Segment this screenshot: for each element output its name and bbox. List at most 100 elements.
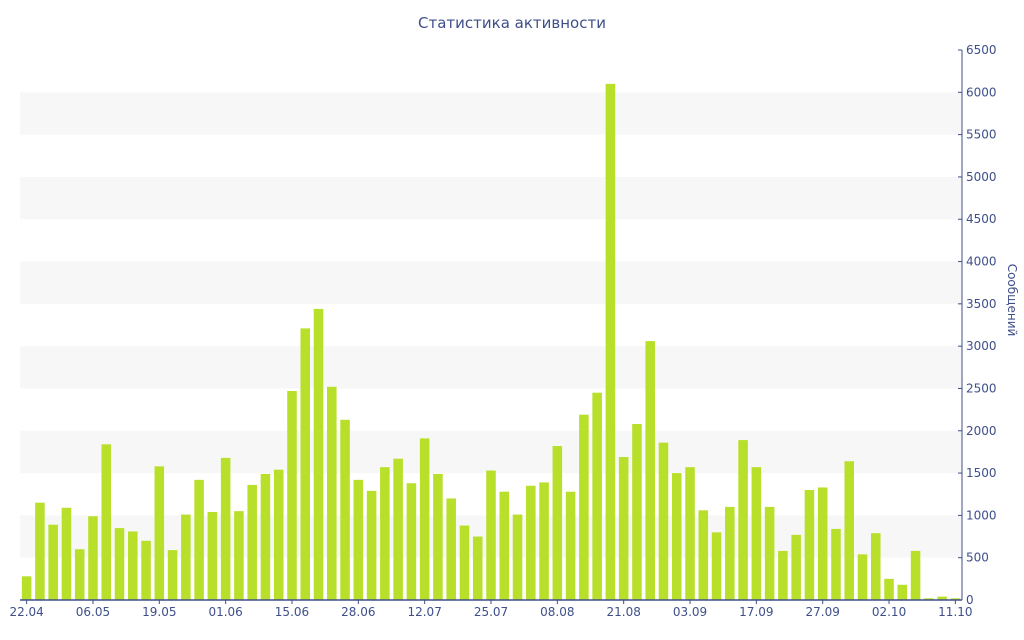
- bar[interactable]: [645, 341, 655, 600]
- y-tick-label: 3500: [966, 297, 997, 311]
- bar[interactable]: [897, 584, 908, 600]
- x-tick-label: 28.06: [341, 605, 375, 619]
- bar[interactable]: [313, 308, 324, 600]
- bar[interactable]: [605, 83, 616, 601]
- grid-bands: [20, 92, 962, 558]
- bar[interactable]: [738, 440, 748, 600]
- bar[interactable]: [459, 525, 470, 600]
- bar[interactable]: [526, 485, 536, 600]
- bar[interactable]: [685, 467, 695, 600]
- bar[interactable]: [552, 446, 563, 600]
- bar[interactable]: [764, 506, 775, 600]
- bar[interactable]: [419, 438, 430, 600]
- bar[interactable]: [711, 532, 722, 600]
- bar[interactable]: [406, 483, 417, 600]
- x-tick-label: 27.09: [806, 605, 840, 619]
- bar[interactable]: [844, 461, 854, 600]
- bar[interactable]: [35, 502, 45, 600]
- bar[interactable]: [632, 424, 642, 600]
- bar[interactable]: [61, 507, 72, 600]
- bar[interactable]: [817, 487, 828, 600]
- bar[interactable]: [353, 479, 364, 600]
- x-tick-label: 08.08: [540, 605, 574, 619]
- y-ticks: 0 500 1000 1500 2000 2500 3000 3500 4000 4500 5000…: [958, 43, 997, 607]
- bar[interactable]: [539, 482, 549, 600]
- bar[interactable]: [579, 414, 589, 600]
- bar[interactable]: [486, 470, 496, 600]
- x-tick-label: 15.06: [275, 605, 309, 619]
- y-tick-label: 6000: [966, 85, 997, 99]
- y-tick-label: 3000: [966, 339, 997, 353]
- bar[interactable]: [565, 491, 576, 600]
- bar[interactable]: [74, 549, 85, 600]
- bar[interactable]: [393, 458, 403, 600]
- x-tick-label: 12.07: [407, 605, 441, 619]
- bar[interactable]: [751, 467, 762, 600]
- bar[interactable]: [804, 490, 815, 600]
- grid-band: [20, 92, 962, 135]
- bar[interactable]: [472, 536, 483, 600]
- bar[interactable]: [592, 392, 602, 600]
- x-tick-label: 17.09: [739, 605, 773, 619]
- bar[interactable]: [220, 457, 231, 600]
- bar[interactable]: [247, 484, 257, 600]
- bar[interactable]: [207, 512, 218, 600]
- x-tick-label: 25.07: [474, 605, 508, 619]
- bar[interactable]: [937, 596, 947, 600]
- bar[interactable]: [141, 540, 151, 600]
- bar[interactable]: [924, 598, 934, 600]
- bar[interactable]: [300, 328, 311, 600]
- y-tick-label: 5000: [966, 170, 997, 184]
- y-tick-label: 4500: [966, 212, 997, 226]
- bar[interactable]: [950, 598, 961, 600]
- bar[interactable]: [21, 576, 32, 600]
- bar[interactable]: [446, 498, 456, 600]
- bar[interactable]: [857, 554, 868, 600]
- bar[interactable]: [287, 391, 297, 600]
- y-tick-label: 1500: [966, 466, 997, 480]
- x-tick-label: 01.06: [208, 605, 242, 619]
- bar[interactable]: [380, 467, 390, 600]
- bar[interactable]: [48, 524, 58, 600]
- x-tick-label: 19.05: [142, 605, 176, 619]
- bar[interactable]: [870, 533, 881, 600]
- bar[interactable]: [791, 534, 801, 600]
- bar[interactable]: [194, 479, 204, 600]
- bar[interactable]: [910, 550, 921, 600]
- bar[interactable]: [884, 578, 894, 600]
- y-axis-label: Сообщений: [1005, 264, 1019, 337]
- bar[interactable]: [327, 386, 337, 600]
- bar[interactable]: [128, 531, 138, 600]
- bar[interactable]: [167, 550, 178, 600]
- bar[interactable]: [671, 473, 682, 600]
- bars: [21, 83, 961, 601]
- y-tick-label: 2000: [966, 424, 997, 438]
- y-tick-label: 0: [966, 593, 974, 607]
- bar[interactable]: [618, 457, 629, 600]
- bar[interactable]: [698, 510, 709, 600]
- bar[interactable]: [260, 473, 271, 600]
- bar[interactable]: [273, 469, 284, 600]
- bar[interactable]: [234, 511, 244, 600]
- x-tick-label: 22.04: [9, 605, 43, 619]
- bar[interactable]: [433, 473, 443, 600]
- bar[interactable]: [512, 514, 523, 600]
- grid-band: [20, 261, 962, 304]
- bar[interactable]: [831, 528, 841, 600]
- bar[interactable]: [658, 442, 669, 600]
- y-tick-label: 500: [966, 551, 989, 565]
- bar[interactable]: [340, 419, 350, 600]
- y-tick-label: 2500: [966, 381, 997, 395]
- bar[interactable]: [499, 491, 510, 600]
- bar[interactable]: [181, 514, 191, 600]
- bar[interactable]: [778, 550, 788, 600]
- x-tick-label: 06.05: [76, 605, 110, 619]
- bar[interactable]: [725, 506, 735, 600]
- bar[interactable]: [88, 516, 98, 600]
- x-tick-label: 11.10: [938, 605, 972, 619]
- bar[interactable]: [366, 490, 377, 600]
- bar[interactable]: [114, 528, 125, 600]
- bar[interactable]: [154, 466, 165, 600]
- bar[interactable]: [101, 444, 112, 600]
